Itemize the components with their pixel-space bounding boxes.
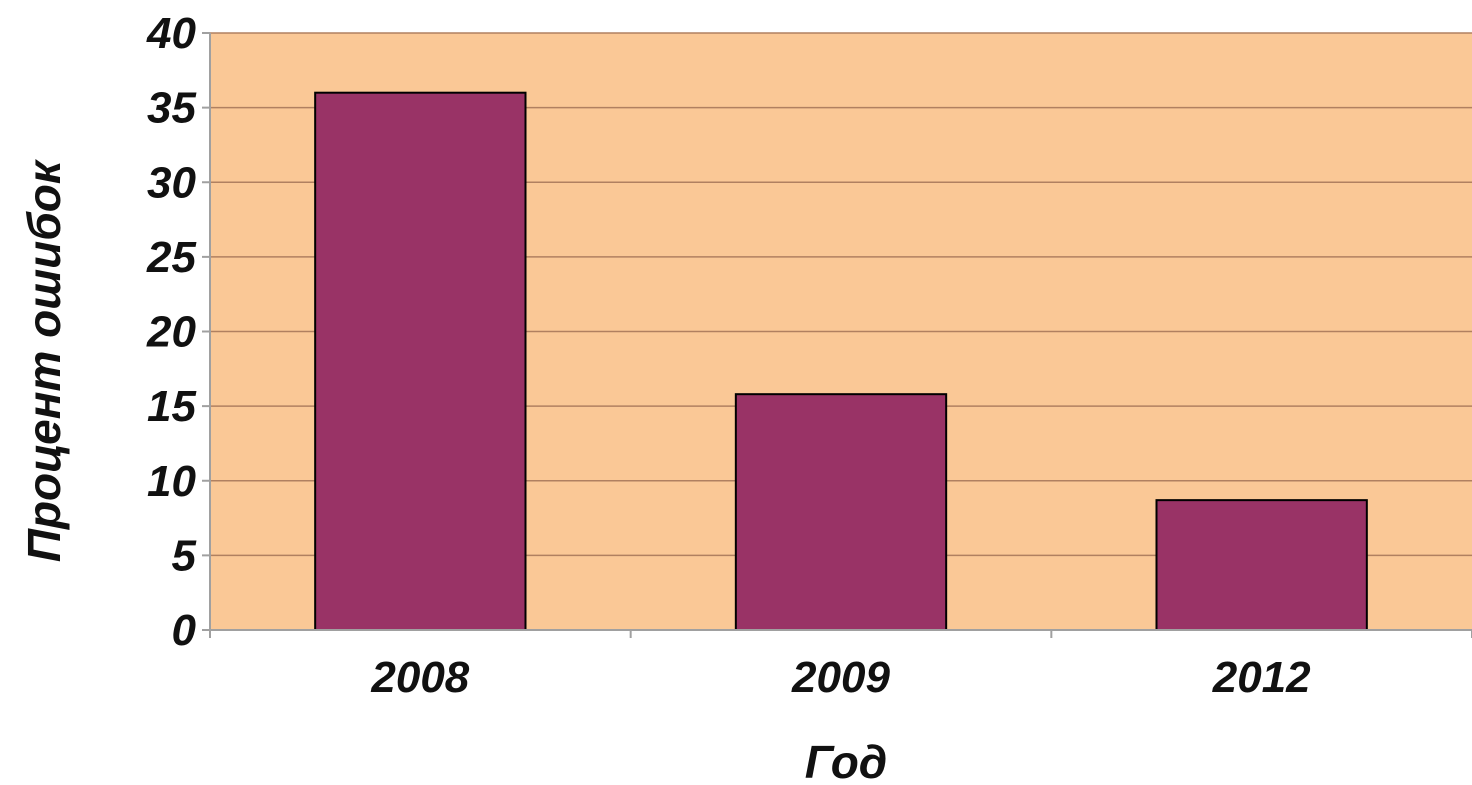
y-tick-label-5: 5 bbox=[172, 531, 197, 580]
y-axis-title: Процент ошибок bbox=[18, 158, 70, 562]
y-tick-label-10: 10 bbox=[147, 457, 196, 506]
y-tick-label-20: 20 bbox=[146, 308, 196, 357]
bar-2012 bbox=[1155, 499, 1368, 631]
y-tick-label-0: 0 bbox=[172, 606, 197, 655]
y-tick-label-25: 25 bbox=[146, 233, 196, 282]
y-tick-labels: 0 5 10 15 20 25 30 35 40 bbox=[146, 9, 196, 655]
axes bbox=[202, 32, 1472, 638]
y-tick-label-35: 35 bbox=[147, 84, 196, 133]
bar-2009 bbox=[734, 393, 948, 631]
y-tick-label-15: 15 bbox=[147, 382, 196, 431]
y-tick-label-40: 40 bbox=[146, 9, 196, 58]
x-tick-label-2009: 2009 bbox=[791, 653, 890, 702]
x-tick-labels: 2008 2009 2012 bbox=[370, 653, 1311, 702]
bar-2008 bbox=[314, 91, 527, 631]
y-tick-label-30: 30 bbox=[147, 158, 196, 207]
bars bbox=[314, 91, 1368, 631]
x-tick-label-2008: 2008 bbox=[370, 653, 469, 702]
x-axis-title: Год bbox=[805, 736, 887, 785]
x-tick-label-2012: 2012 bbox=[1212, 653, 1311, 702]
